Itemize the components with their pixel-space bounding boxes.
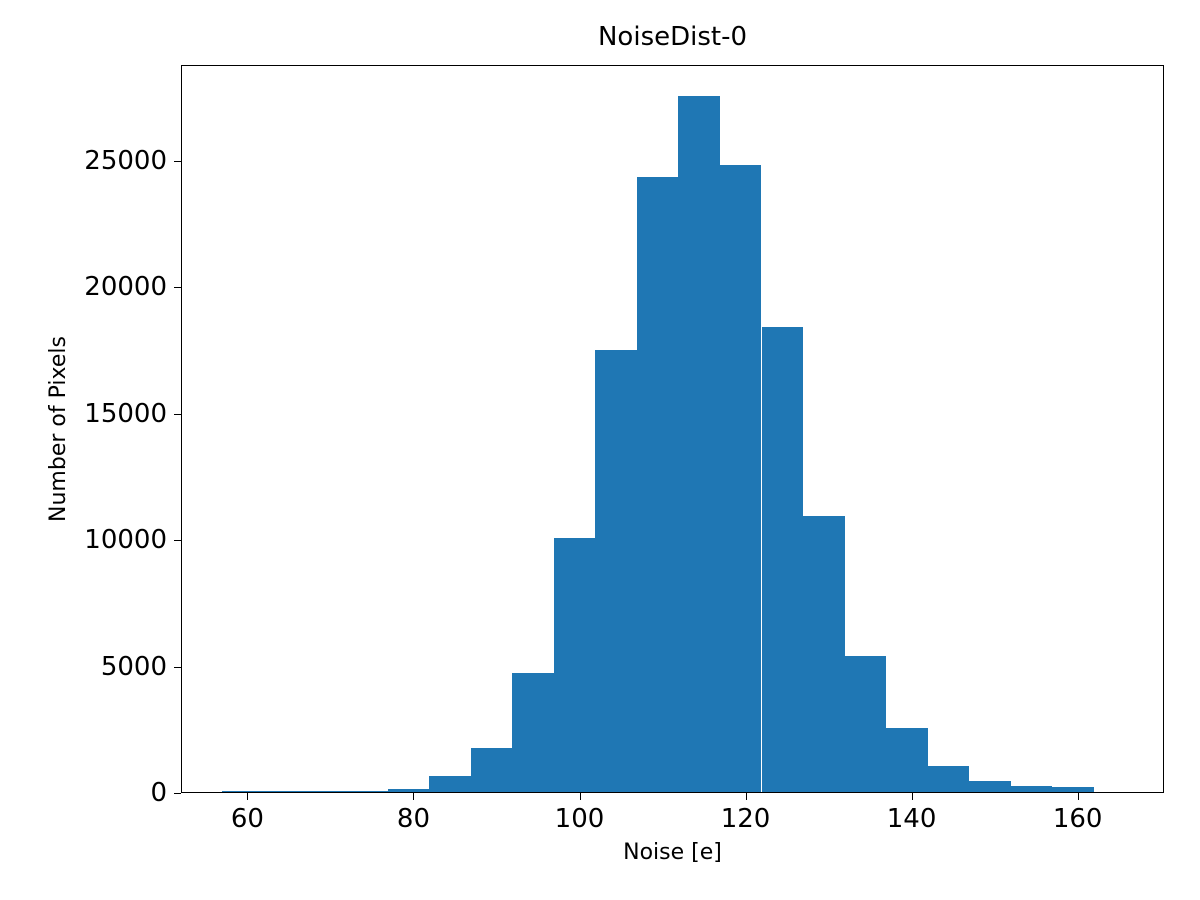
y-axis-tick	[174, 540, 181, 542]
x-axis-tick	[413, 793, 415, 800]
y-axis-tick	[174, 793, 181, 794]
histogram-bar	[678, 95, 720, 792]
histogram-bar	[844, 655, 887, 792]
histogram-bar	[927, 766, 970, 792]
x-axis-tick-label: 60	[230, 804, 264, 834]
x-axis-tick	[247, 793, 249, 800]
histogram-bar	[595, 349, 637, 792]
histogram-bar	[221, 791, 264, 792]
x-axis-tick	[1077, 793, 1079, 800]
x-axis-tick	[745, 793, 747, 800]
histogram-bar	[263, 791, 305, 792]
x-axis-tick-label: 80	[396, 804, 430, 834]
plot-axes	[181, 65, 1164, 793]
histogram-bar	[636, 176, 679, 792]
histogram-bar	[470, 747, 513, 792]
histogram-bar	[346, 791, 388, 792]
y-axis-tick-label: 25000	[84, 146, 167, 177]
x-axis-tick	[579, 793, 581, 800]
y-axis-tick	[174, 666, 181, 668]
histogram-bar	[969, 780, 1011, 792]
x-axis-tick-label: 100	[554, 804, 605, 834]
histogram-bar	[886, 727, 928, 792]
histogram-bar	[719, 165, 762, 792]
x-axis-label: Noise [e]	[623, 840, 722, 865]
chart-title: NoiseDist-0	[597, 22, 748, 52]
histogram-bar	[1010, 786, 1053, 792]
histogram-bar	[429, 776, 471, 792]
y-axis-tick-label: 20000	[84, 272, 167, 303]
y-axis-tick	[174, 287, 181, 289]
histogram-bar	[304, 791, 347, 792]
y-axis-tick-label: 10000	[84, 525, 167, 556]
histogram-bar	[1052, 786, 1094, 792]
y-axis-tick	[174, 413, 181, 415]
x-axis-tick-label: 140	[886, 804, 937, 834]
histogram-bar	[387, 788, 430, 792]
x-axis-tick	[911, 793, 913, 800]
histogram-bar	[803, 516, 845, 792]
x-axis-tick-label: 120	[720, 804, 771, 834]
y-axis-tick-label: 5000	[100, 651, 167, 682]
y-axis-tick-label: 15000	[84, 398, 167, 429]
y-axis-label: Number of Pixels	[46, 336, 71, 522]
x-axis-tick-label: 160	[1052, 804, 1103, 834]
histogram-bar	[761, 326, 803, 792]
plot-area	[182, 66, 1163, 792]
histogram-bar	[512, 673, 554, 792]
histogram-bar	[553, 537, 596, 792]
y-axis-tick-label: 0	[150, 778, 167, 808]
y-axis-tick	[174, 161, 181, 163]
